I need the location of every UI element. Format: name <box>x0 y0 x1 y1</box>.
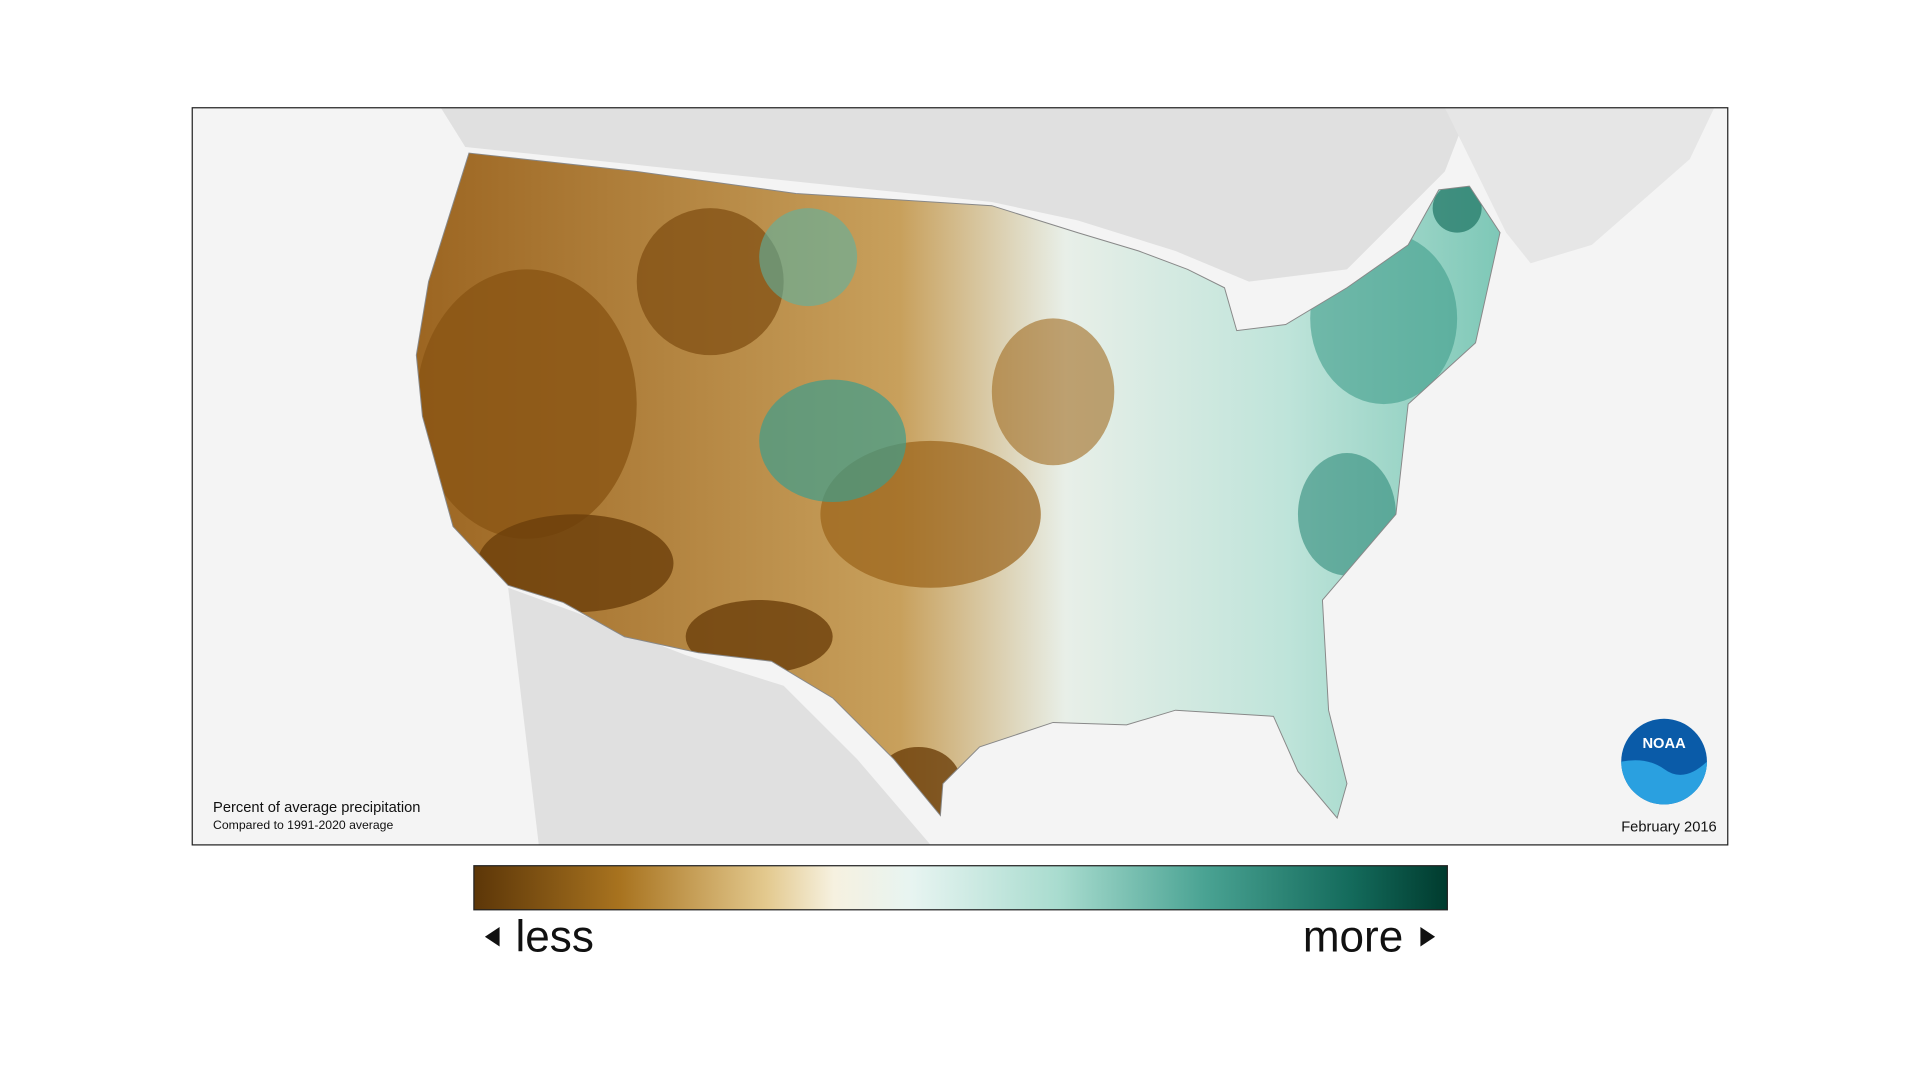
date-label: February 2016 <box>1621 819 1717 835</box>
map-area <box>192 107 1728 845</box>
caption: Percent of average precipitation <box>213 800 420 816</box>
arrow-right <box>1420 926 1436 947</box>
noaa-logo: NOAA <box>1621 718 1707 805</box>
precip-field <box>416 153 1500 818</box>
mexico <box>508 587 931 845</box>
logo-text: NOAA <box>1642 736 1686 752</box>
arrow-left <box>484 926 500 947</box>
canada <box>440 107 1470 282</box>
legend-high: more <box>1303 912 1403 961</box>
map-frame <box>191 107 1729 846</box>
subcaption: Compared to 1991-2020 average <box>213 818 393 832</box>
canada-east <box>1444 107 1715 264</box>
legend-low: less <box>516 912 594 961</box>
colorbar <box>473 865 1448 911</box>
